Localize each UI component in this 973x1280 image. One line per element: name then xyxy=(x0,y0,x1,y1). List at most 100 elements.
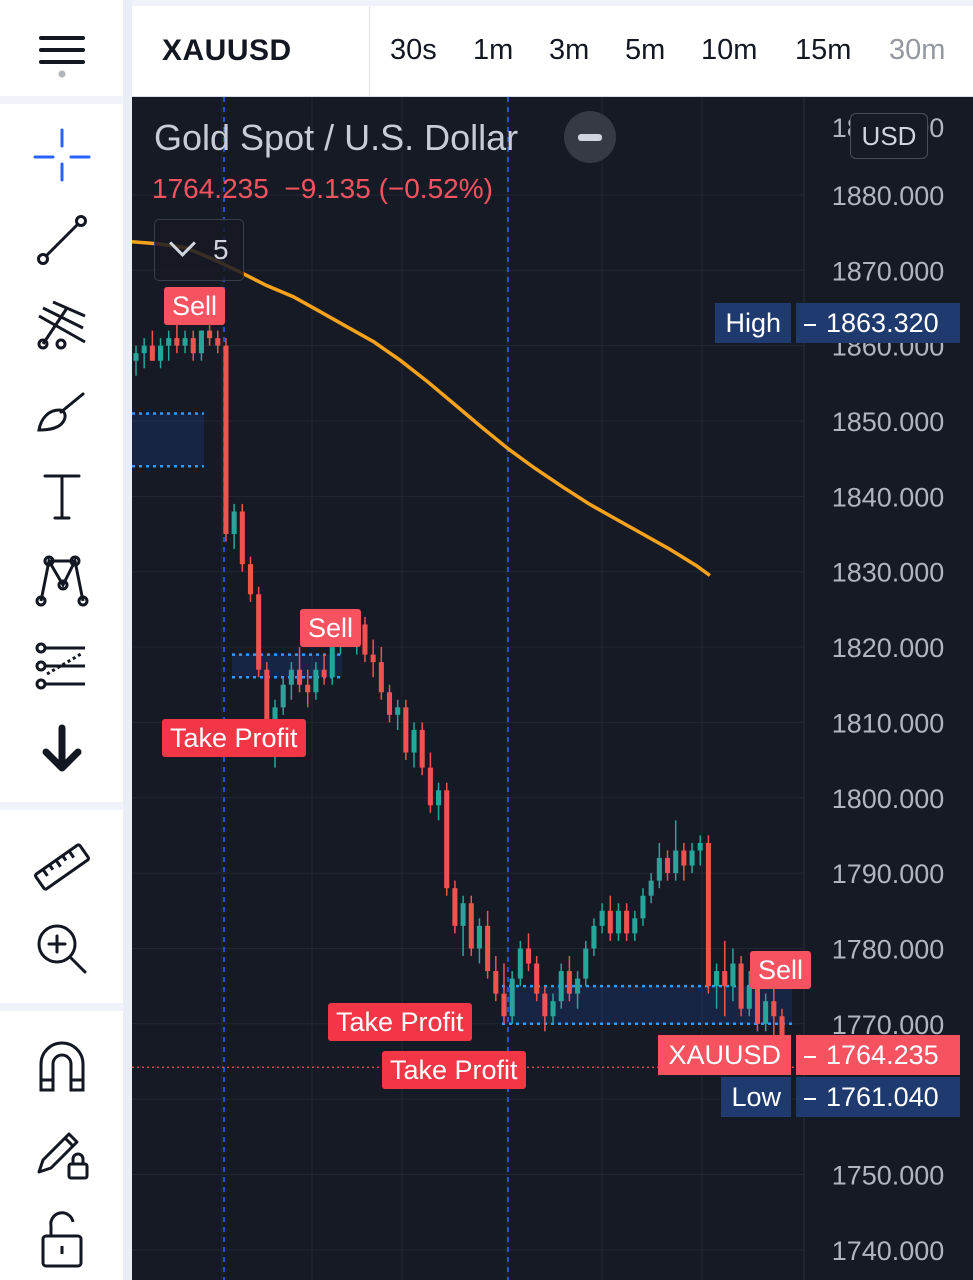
candle xyxy=(166,338,172,346)
zoom-in-icon[interactable] xyxy=(22,914,102,984)
candle xyxy=(313,669,319,693)
candle xyxy=(705,842,711,987)
symbol-search-button[interactable]: XAUUSD xyxy=(162,34,292,67)
candle xyxy=(738,963,744,1009)
candle xyxy=(272,707,278,723)
candle xyxy=(771,1001,777,1017)
price-axis-label: 1820.000 xyxy=(832,633,945,663)
unlock-icon[interactable] xyxy=(22,1204,102,1274)
text-icon[interactable] xyxy=(22,460,102,530)
trade-zone xyxy=(132,413,204,467)
candle xyxy=(297,669,303,685)
price-axis-label: 1750.000 xyxy=(832,1161,945,1191)
take-profit-badge: Take Profit xyxy=(382,1051,526,1089)
candle xyxy=(689,850,695,866)
candle xyxy=(664,858,671,874)
crosshair-icon[interactable] xyxy=(22,120,102,190)
timeframe-5m[interactable]: 5m xyxy=(625,34,666,66)
candle xyxy=(501,993,507,1017)
candle xyxy=(247,564,254,595)
forecast-icon[interactable] xyxy=(22,630,102,700)
drawing-toolbar xyxy=(0,0,123,1280)
timeframe-30m[interactable]: 30m xyxy=(889,34,946,66)
sell-signal-badge: Sell xyxy=(164,287,226,325)
price-axis-label: 1870.000 xyxy=(832,256,945,286)
candle xyxy=(754,986,761,1024)
price-axis-label: 1740.000 xyxy=(832,1236,945,1266)
candle xyxy=(149,345,155,361)
change-value: −9.135 xyxy=(284,173,371,204)
candle xyxy=(190,338,196,354)
candle xyxy=(615,910,621,934)
candle xyxy=(157,345,164,361)
symbol-price-label: XAUUSD xyxy=(658,1035,791,1075)
candle xyxy=(411,729,417,753)
price-axis-label: 1800.000 xyxy=(832,784,945,814)
trend-line-icon[interactable] xyxy=(22,205,102,275)
take-profit-badge: Take Profit xyxy=(328,1003,472,1041)
candle xyxy=(763,1001,769,1024)
sell-signal-badge: Sell xyxy=(300,609,362,647)
menu-icon[interactable] xyxy=(22,16,102,86)
sell-signal-badge: Sell xyxy=(750,951,812,989)
currency-button[interactable]: USD xyxy=(850,113,928,159)
high-price-tag: 1863.320 xyxy=(796,303,960,343)
toolbar-separator xyxy=(369,6,370,96)
candle xyxy=(648,880,654,896)
top-toolbar: XAUUSD 30s 1m 3m 5m 10m 15m 30m xyxy=(132,6,973,97)
candle xyxy=(722,971,728,987)
candle xyxy=(182,338,188,346)
price-axis-label: 1770.000 xyxy=(832,1010,945,1040)
candle xyxy=(231,511,237,535)
pitchfork-icon[interactable] xyxy=(22,290,102,360)
timeframe-1m[interactable]: 1m xyxy=(473,34,514,66)
candle xyxy=(640,895,646,919)
pattern-icon[interactable] xyxy=(22,545,102,615)
lock-drawing-icon[interactable] xyxy=(22,1118,102,1188)
chart-title: Gold Spot / U.S. Dollar xyxy=(154,117,519,158)
candle xyxy=(174,338,180,346)
candle xyxy=(599,910,605,926)
candle xyxy=(427,767,433,806)
timeframe-30s[interactable]: 30s xyxy=(390,34,437,66)
price-axis-label: 1810.000 xyxy=(832,708,945,738)
candle xyxy=(550,1001,556,1017)
timeframe-3m[interactable]: 3m xyxy=(549,34,590,66)
low-price-value: 1761.040 xyxy=(826,1082,939,1112)
chart-pane[interactable]: 1880.000 1870.000 1860.000 1850.000 1840.000… xyxy=(132,97,973,1280)
high-price-value: 1863.320 xyxy=(826,308,939,338)
price-axis-label: 1830.000 xyxy=(832,558,945,588)
price-change-legend: 1764.235 −9.135 (−0.52%) xyxy=(152,173,493,205)
indicators-toggle-button[interactable]: 5 xyxy=(154,219,244,281)
candle xyxy=(558,971,564,1002)
timeframe-10m[interactable]: 10m xyxy=(701,34,758,66)
candle xyxy=(207,330,213,339)
candle xyxy=(656,858,662,881)
candle xyxy=(452,888,458,926)
candle xyxy=(632,918,638,934)
candle xyxy=(714,971,720,987)
candle xyxy=(624,910,630,934)
candle xyxy=(370,654,376,663)
brush-icon[interactable] xyxy=(22,376,102,446)
candle xyxy=(305,684,311,693)
candle xyxy=(746,986,752,1009)
candle xyxy=(419,729,425,768)
candle xyxy=(395,707,401,715)
high-label-text: High xyxy=(725,308,781,338)
high-label: High xyxy=(715,303,791,343)
low-label-text: Low xyxy=(731,1082,781,1112)
candle xyxy=(141,345,147,354)
timeframe-15m[interactable]: 15m xyxy=(795,34,852,66)
trade-zone xyxy=(502,986,792,1024)
candle xyxy=(591,925,597,949)
candle xyxy=(583,948,589,979)
price-axis-label: 1840.000 xyxy=(832,482,945,512)
magnet-icon[interactable] xyxy=(22,1032,102,1102)
low-price-tag: 1761.040 xyxy=(796,1077,960,1117)
arrow-down-icon[interactable] xyxy=(22,714,102,784)
ruler-icon[interactable] xyxy=(22,832,102,902)
chevron-down-icon xyxy=(169,230,196,257)
collapse-legend-button[interactable] xyxy=(564,111,616,163)
candle xyxy=(730,963,736,987)
